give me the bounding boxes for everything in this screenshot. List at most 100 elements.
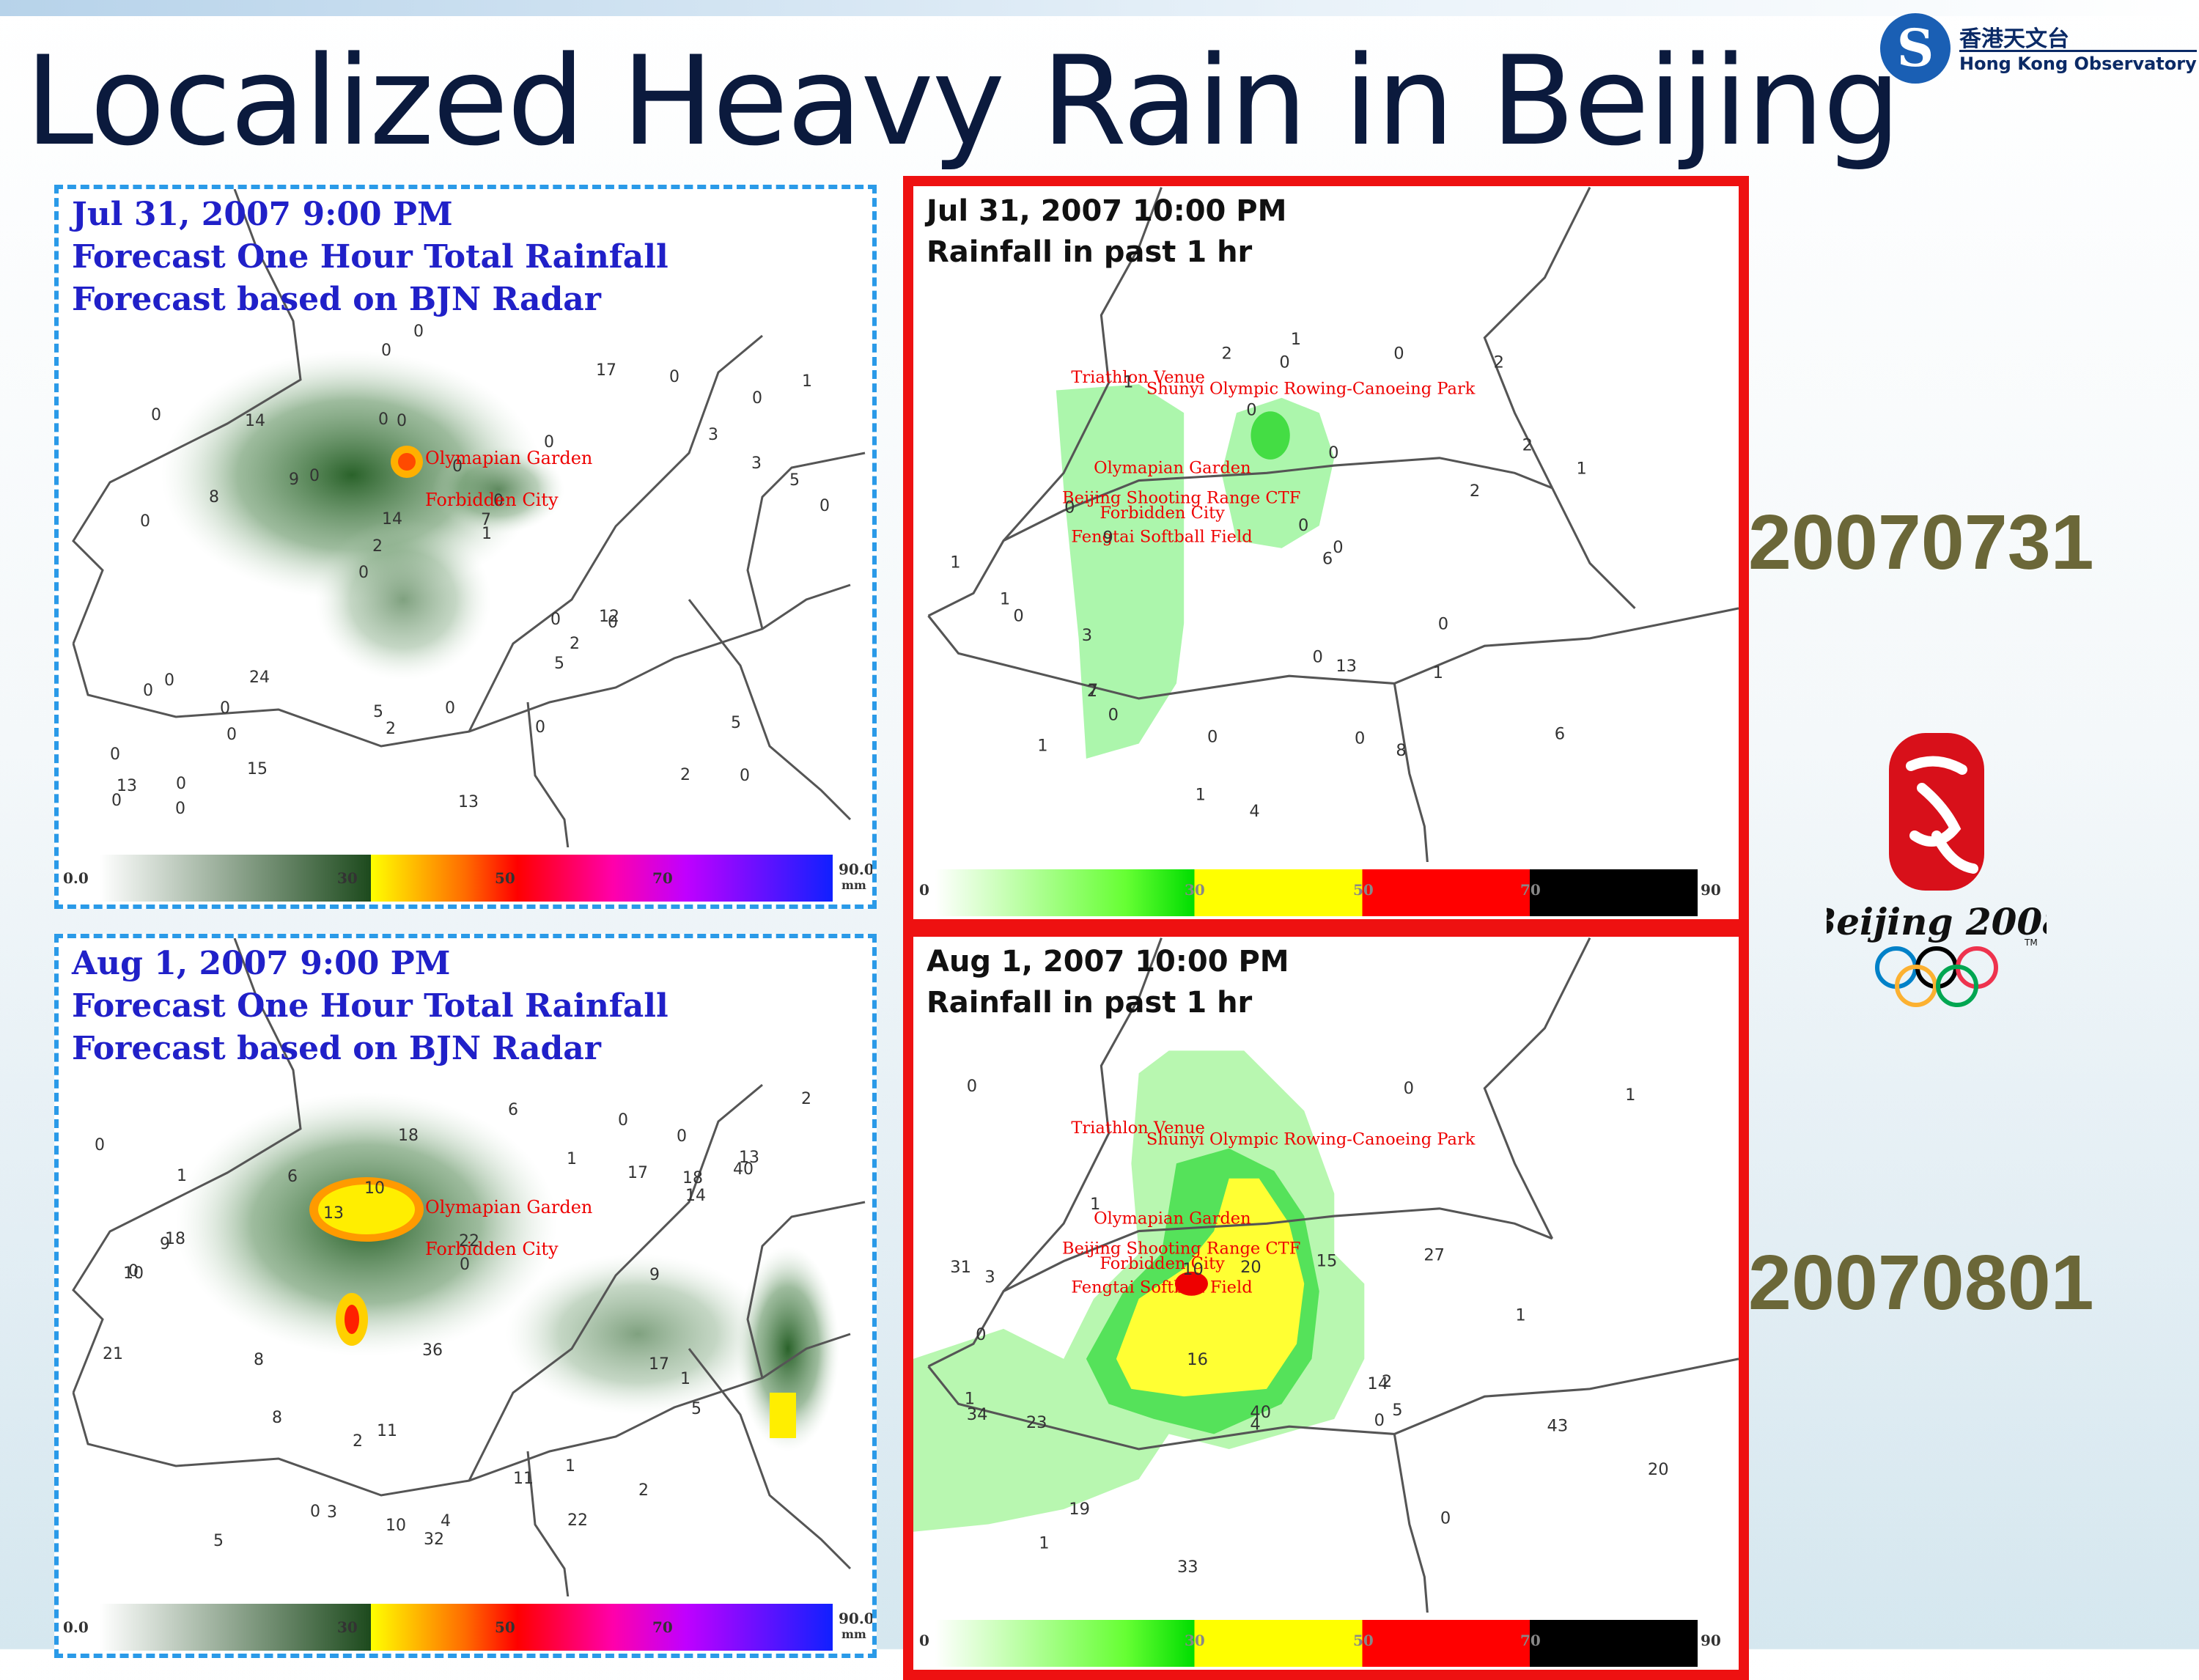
place-label: Forbidden City (425, 490, 559, 510)
color-scale-bar: 0 30 50 70 90 (913, 862, 1739, 919)
observed-panel-jul31: Triathlon Venue Shunyi Olympic Rowing-Ca… (903, 176, 1749, 929)
station-value: 0 (309, 467, 320, 485)
station-value: 15 (247, 760, 268, 778)
station-value: 1 (1000, 590, 1010, 609)
scale-max: 90.0 (839, 861, 874, 878)
station-value: 0 (95, 1136, 105, 1154)
scale-tick: 30 (1185, 881, 1205, 899)
station-value: 32 (424, 1530, 444, 1549)
station-value: 3 (751, 454, 762, 473)
station-value: 14 (382, 510, 402, 528)
place-label: Forbidden City (1100, 504, 1225, 523)
station-value: 20 (1648, 1460, 1669, 1479)
station-value: 10 (386, 1517, 406, 1535)
station-value: 0 (460, 1256, 470, 1274)
station-value: 19 (1069, 1500, 1090, 1519)
panel-subtitle: Rainfall in past 1 hr (927, 235, 1253, 269)
panel-source: Forecast based on BJN Radar (72, 281, 601, 318)
station-value: 2 (680, 766, 690, 784)
place-label: Fengtai Softball Field (1071, 1278, 1252, 1297)
panel-datetime: Jul 31, 2007 10:00 PM (927, 194, 1287, 228)
station-value: 0 (176, 775, 186, 793)
scale-tick: 70 (1520, 881, 1541, 899)
color-scale-bar: 0.0 30 50 70 90.0 mm (59, 1596, 872, 1654)
station-value: 2 (801, 1090, 811, 1108)
station-value: 10 (364, 1179, 385, 1198)
station-value: 14 (1367, 1374, 1388, 1393)
station-value: 5 (213, 1532, 224, 1550)
station-value: 18 (398, 1127, 419, 1145)
station-value: 23 (1026, 1413, 1047, 1432)
station-value: 8 (272, 1409, 282, 1427)
station-value: 10 (123, 1264, 144, 1283)
station-value: 18 (682, 1169, 703, 1187)
station-value: 7 (481, 511, 491, 529)
station-value: 8 (1396, 741, 1406, 760)
station-value: 1 (1039, 1533, 1049, 1552)
station-value: 0 (310, 1503, 320, 1521)
station-value: 0 (397, 412, 407, 430)
station-value: 0 (1298, 516, 1308, 535)
station-value: 0 (1393, 344, 1404, 363)
station-value: 0 (1013, 606, 1023, 625)
station-value: 0 (535, 718, 545, 737)
panel-datetime: Aug 1, 2007 9:00 PM (72, 945, 451, 982)
panel-header: Aug 1, 2007 10:00 PM Rainfall in past 1 … (927, 941, 1289, 1023)
station-value: 40 (733, 1160, 754, 1179)
station-value: 1 (1037, 737, 1047, 756)
station-value: 8 (254, 1351, 264, 1369)
station-value: 13 (458, 793, 479, 811)
rainfall-map: Triathlon Venue Shunyi Olympic Rowing-Ca… (927, 186, 1739, 918)
hko-logo-english: Hong Kong Observatory (1959, 50, 2197, 74)
panel-datetime: Aug 1, 2007 10:00 PM (927, 945, 1289, 979)
scale-tick: 70 (652, 869, 673, 887)
station-value: 9 (1102, 528, 1113, 548)
rainfall-map: Triathlon Venue Shunyi Olympic Rowing-Ca… (913, 937, 1739, 1669)
station-value: 14 (685, 1187, 706, 1205)
station-value: 3 (708, 426, 718, 444)
station-value: 17 (649, 1355, 669, 1374)
station-value: 14 (245, 412, 265, 430)
station-value: 21 (103, 1345, 123, 1363)
station-value: 0 (677, 1127, 687, 1146)
place-label: Beijing Shooting Range CTF (1062, 1239, 1300, 1258)
scale-unit: mm (841, 878, 866, 892)
station-value: 0 (550, 611, 561, 629)
station-value: 2 (1470, 482, 1480, 501)
panel-header: Jul 31, 2007 10:00 PM Rainfall in past 1… (927, 191, 1286, 273)
station-value: 20 (1240, 1258, 1261, 1277)
station-value: 33 (1177, 1558, 1198, 1577)
station-value: 1 (950, 553, 960, 572)
station-value: 15 (1316, 1252, 1338, 1271)
panel-header: Jul 31, 2007 9:00 PM Forecast One Hour T… (72, 194, 668, 321)
station-value: 0 (111, 792, 122, 810)
color-scale-bar: 0 30 50 70 90 (913, 1613, 1739, 1670)
station-value: 11 (513, 1470, 534, 1488)
station-value: 1 (1123, 372, 1133, 391)
slide-title: Localized Heavy Rain in Beijing (25, 29, 1901, 173)
station-value: 1 (1625, 1086, 1635, 1105)
station-value: 4 (1249, 802, 1259, 821)
station-value: 0 (819, 497, 830, 515)
station-value: 1 (1576, 459, 1586, 478)
place-label: Forbidden City (425, 1239, 559, 1259)
place-label: Shunyi Olympic Rowing-Canoeing Park (1146, 380, 1476, 399)
station-value: 1 (1433, 663, 1443, 682)
place-label: Fengtai Softball Field (1071, 528, 1252, 547)
scale-tick: 70 (1520, 1632, 1541, 1649)
station-value: 1 (965, 1389, 975, 1408)
place-label: Olymapian Garden (425, 1197, 592, 1217)
scale-min: 0 (919, 881, 929, 899)
station-value: 13 (117, 777, 137, 795)
station-value: 0 (493, 492, 504, 510)
scale-min: 0.0 (63, 1618, 89, 1636)
station-value: 0 (175, 800, 185, 818)
place-label: Beijing Shooting Range CTF (1062, 488, 1300, 507)
station-value: 0 (151, 406, 161, 424)
station-value: 18 (165, 1230, 185, 1248)
station-value: 3 (327, 1503, 337, 1522)
station-value: 22 (567, 1511, 588, 1530)
station-value: 0 (1374, 1411, 1385, 1430)
station-value: 36 (422, 1341, 443, 1360)
station-value: 0 (1108, 706, 1119, 725)
